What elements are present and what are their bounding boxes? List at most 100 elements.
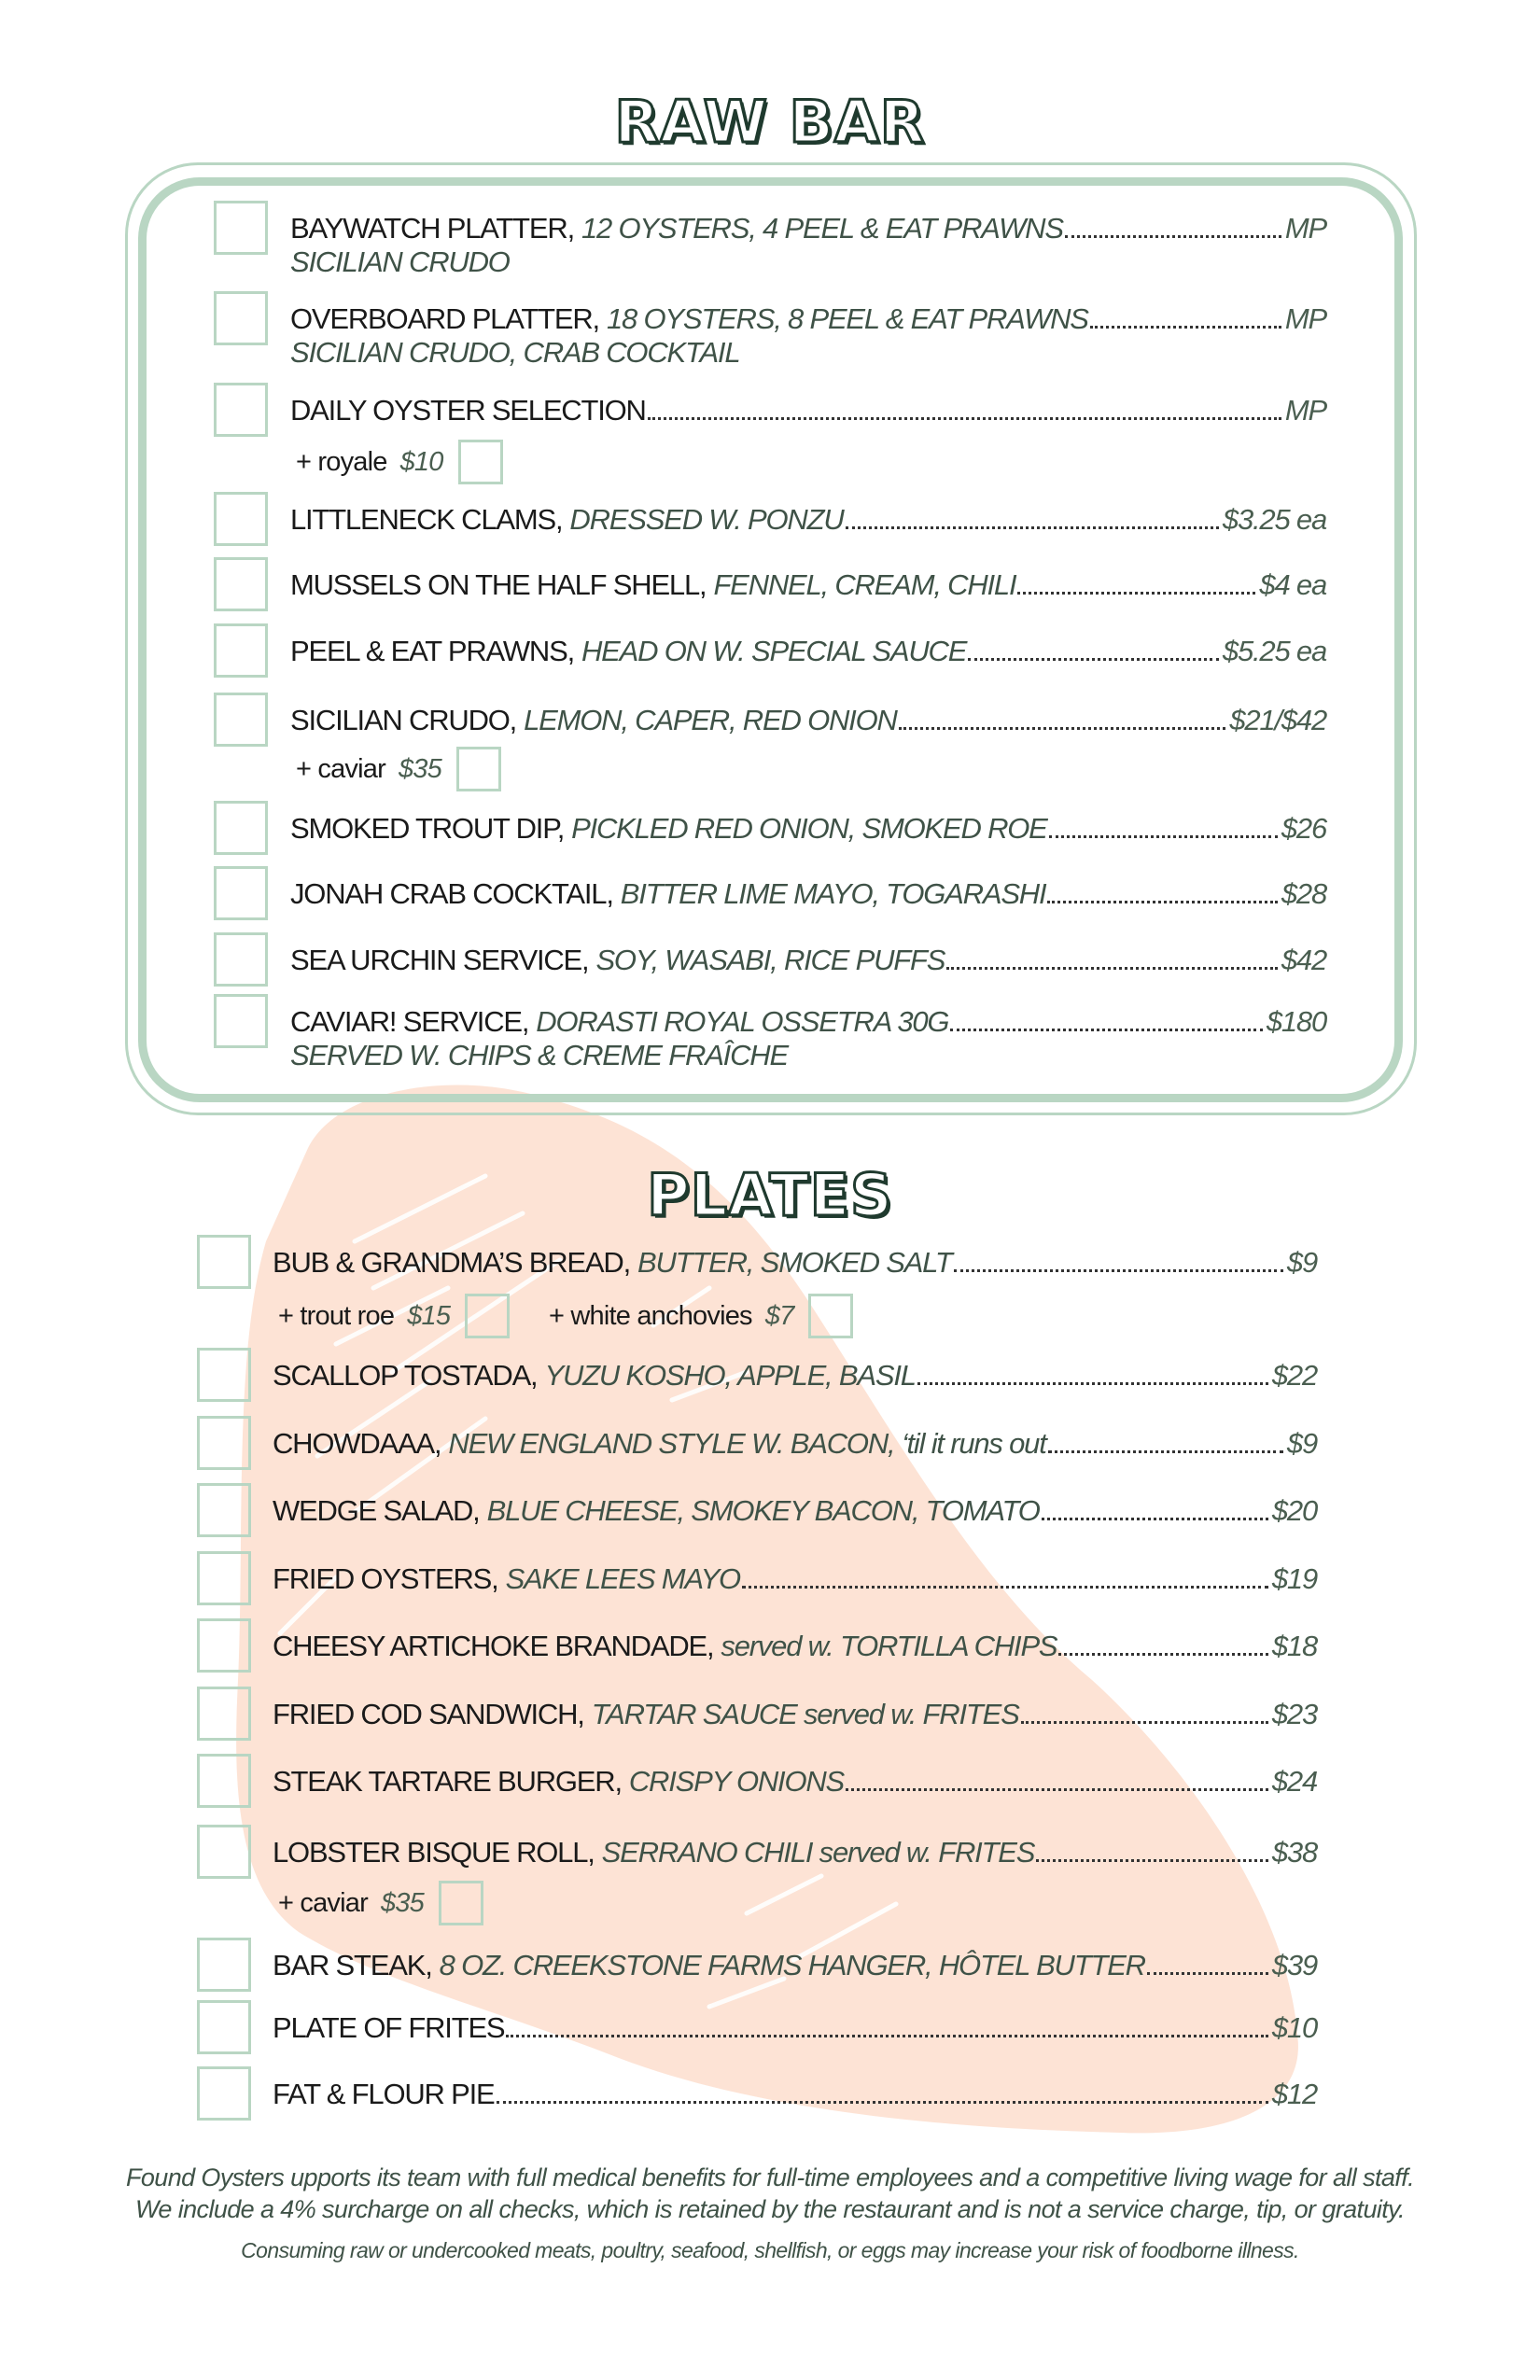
item-description: NEW ENGLAND STYLE W. BACON, ‘til it runs… xyxy=(448,1427,1046,1460)
item-checkbox[interactable] xyxy=(197,1235,251,1289)
item-price: $4 ea xyxy=(1259,568,1327,601)
menu-item: LITTLENECK CLAMS, DRESSED W. PONZU $3.25 … xyxy=(290,501,1327,539)
raw-bar-frame-outer xyxy=(125,162,1417,1115)
dot-leader xyxy=(1058,1653,1268,1656)
addon-checkbox[interactable] xyxy=(438,1881,483,1925)
item-checkbox[interactable] xyxy=(214,557,268,611)
item-checkbox[interactable] xyxy=(214,492,268,546)
item-checkbox[interactable] xyxy=(214,693,268,747)
item-checkbox[interactable] xyxy=(197,1618,251,1673)
item-name: CHOWDAAA, xyxy=(273,1427,442,1460)
item-checkbox[interactable] xyxy=(214,623,268,678)
item-checkbox[interactable] xyxy=(197,1754,251,1808)
menu-item: PLATE OF FRITES $10 xyxy=(273,2009,1318,2047)
item-checkbox[interactable] xyxy=(197,1825,251,1879)
menu-item: SICILIAN CRUDO, LEMON, CAPER, RED ONION $2… xyxy=(290,702,1327,739)
dot-leader xyxy=(741,1586,1268,1589)
item-subdescription: SICILIAN CRUDO xyxy=(290,245,511,278)
dot-leader xyxy=(496,2101,1268,2104)
addon-label: + trout roe xyxy=(278,1301,395,1331)
item-checkbox[interactable] xyxy=(214,801,268,855)
item-description: YUZU KOSHO, APPLE, BASIL xyxy=(544,1359,917,1392)
dot-leader xyxy=(647,417,1281,420)
addon-price: $15 xyxy=(407,1301,451,1331)
item-price: $9 xyxy=(1286,1427,1318,1460)
menu-item: CAVIAR! SERVICE, DORASTI ROYAL OSSETRA 30… xyxy=(290,1003,1327,1041)
item-price: $39 xyxy=(1271,1949,1318,1981)
dot-leader xyxy=(1047,901,1278,903)
item-price: $5.25 ea xyxy=(1222,635,1327,667)
addon-label: + caviar xyxy=(278,1888,369,1918)
dot-leader xyxy=(1047,1450,1283,1453)
item-description: 8 OZ. CREEKSTONE FARMS HANGER, HÔTEL BUT… xyxy=(439,1949,1146,1981)
item-price: $26 xyxy=(1281,812,1327,845)
addon-checkbox[interactable] xyxy=(457,440,503,484)
item-checkbox[interactable] xyxy=(214,932,268,987)
menu-item: OVERBOARD PLATTER, 18 OYSTERS, 8 PEEL & E… xyxy=(290,301,1327,338)
item-description: HEAD ON W. SPECIAL SAUCE xyxy=(581,635,967,667)
item-name: OVERBOARD PLATTER, xyxy=(290,302,600,335)
item-name: BUB & GRANDMA’S BREAD, xyxy=(273,1246,631,1279)
item-description: CRISPY ONIONS xyxy=(628,1765,845,1798)
item-checkbox[interactable] xyxy=(197,1416,251,1470)
footer-benefits: Found Oysters upports its team with full… xyxy=(125,2163,1415,2191)
addon-price: $7 xyxy=(764,1301,794,1331)
item-checkbox[interactable] xyxy=(214,866,268,920)
dot-leader xyxy=(898,727,1226,730)
item-price: $10 xyxy=(1271,2011,1318,2044)
menu-item: SCALLOP TOSTADA, YUZU KOSHO, APPLE, BASIL… xyxy=(273,1357,1318,1394)
addon-label: + white anchovies xyxy=(549,1301,753,1331)
dot-leader xyxy=(1020,1721,1268,1724)
addon-checkbox[interactable] xyxy=(808,1294,854,1338)
menu-item: CHOWDAAA, NEW ENGLAND STYLE W. BACON, ‘t… xyxy=(273,1425,1318,1463)
item-description: BITTER LIME MAYO, TOGARASHI xyxy=(620,877,1047,910)
item-price: $28 xyxy=(1281,877,1327,910)
item-name: FAT & FLOUR PIE xyxy=(273,2078,496,2110)
item-checkbox[interactable] xyxy=(214,383,268,437)
item-checkbox[interactable] xyxy=(214,994,268,1048)
item-name: SICILIAN CRUDO, xyxy=(290,704,517,736)
dot-leader xyxy=(1064,235,1281,238)
addon-checkbox[interactable] xyxy=(455,747,501,791)
item-name: PLATE OF FRITES xyxy=(273,2011,506,2044)
item-checkbox[interactable] xyxy=(214,201,268,255)
item-description: LEMON, CAPER, RED ONION xyxy=(524,704,898,736)
item-price: MP xyxy=(1284,394,1327,427)
item-addon: + white anchovies $7 xyxy=(549,1294,854,1338)
item-name: SEA URCHIN SERVICE, xyxy=(290,944,590,976)
menu-item: CHEESY ARTICHOKE BRANDADE, served w. TORT… xyxy=(273,1628,1318,1665)
dot-leader xyxy=(845,526,1219,529)
item-description: SOY, WASABI, RICE PUFFS xyxy=(595,944,945,976)
dot-leader xyxy=(846,1788,1268,1791)
menu-item: BAR STEAK, 8 OZ. CREEKSTONE FARMS HANGER,… xyxy=(273,1947,1318,1984)
item-subdescription: SERVED W. CHIPS & CREME FRAÎCHE xyxy=(290,1039,789,1071)
item-price: MP xyxy=(1284,302,1327,335)
item-description: 18 OYSTERS, 8 PEEL & EAT PRAWNS xyxy=(606,302,1089,335)
item-name: MUSSELS ON THE HALF SHELL, xyxy=(290,568,707,601)
raw-bar-title: RAW BAR xyxy=(613,88,926,156)
addon-price: $35 xyxy=(380,1888,425,1918)
item-description: DRESSED W. PONZU xyxy=(569,503,844,536)
item-checkbox[interactable] xyxy=(197,1687,251,1741)
menu-item: MUSSELS ON THE HALF SHELL, FENNEL, CREAM,… xyxy=(290,567,1327,604)
item-name: CHEESY ARTICHOKE BRANDADE, xyxy=(273,1630,715,1662)
item-name: SCALLOP TOSTADA, xyxy=(273,1359,539,1392)
item-name: DAILY OYSTER SELECTION xyxy=(290,394,647,427)
item-checkbox[interactable] xyxy=(197,1551,251,1605)
item-checkbox[interactable] xyxy=(197,2066,251,2121)
item-checkbox[interactable] xyxy=(197,1938,251,1992)
item-checkbox[interactable] xyxy=(214,291,268,345)
item-addon: + caviar $35 xyxy=(278,1881,483,1925)
item-description: SAKE LEES MAYO xyxy=(505,1562,742,1595)
item-checkbox[interactable] xyxy=(197,2000,251,2054)
item-description: FENNEL, CREAM, CHILI xyxy=(713,568,1016,601)
item-checkbox[interactable] xyxy=(197,1483,251,1537)
item-checkbox[interactable] xyxy=(197,1348,251,1402)
item-description: DORASTI ROYAL OSSETRA 30G xyxy=(536,1005,949,1038)
addon-price: $10 xyxy=(399,447,444,477)
menu-item: STEAK TARTARE BURGER, CRISPY ONIONS $24 xyxy=(273,1763,1318,1800)
addon-checkbox[interactable] xyxy=(465,1294,511,1338)
dot-leader xyxy=(917,1382,1268,1385)
menu-item: FRIED COD SANDWICH, TARTAR SAUCE served w… xyxy=(273,1696,1318,1733)
menu-item: SMOKED TROUT DIP, PICKLED RED ONION, SMOK… xyxy=(290,810,1327,847)
